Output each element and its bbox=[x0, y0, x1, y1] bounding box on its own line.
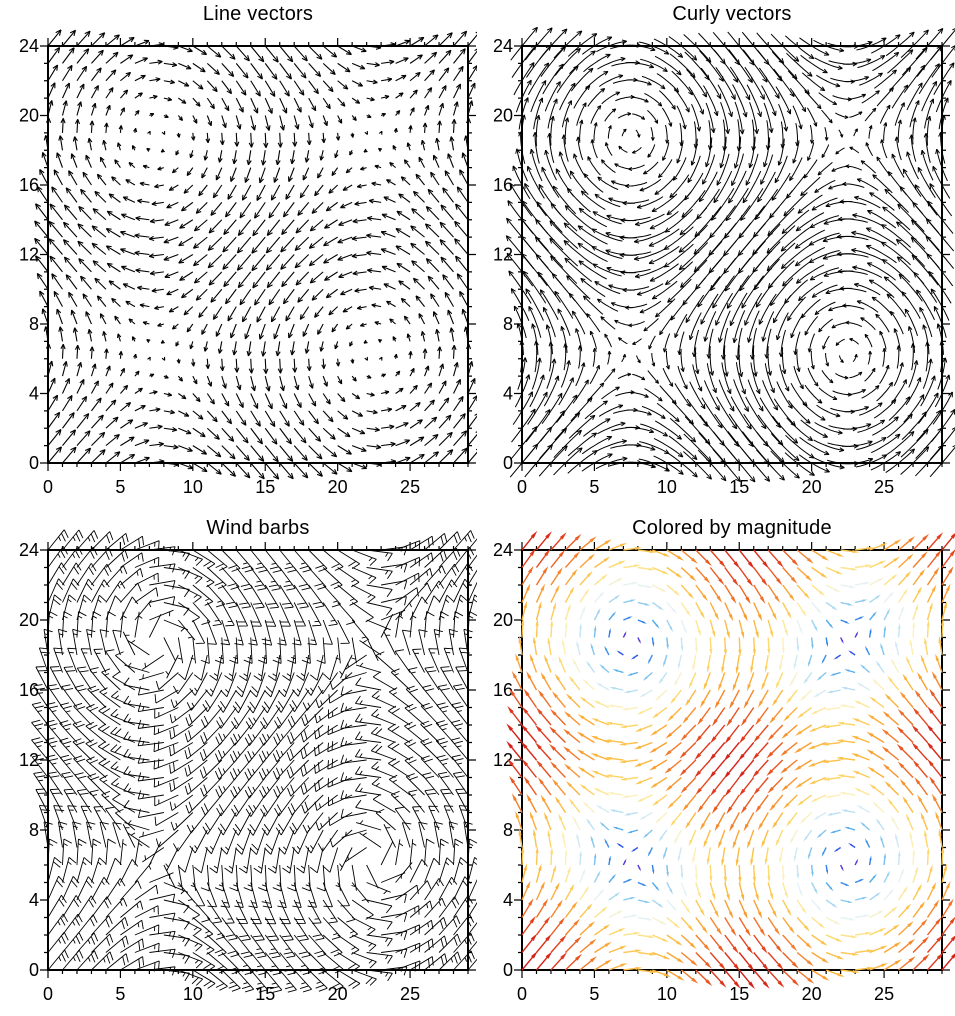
panel-line-vectors: Line vectors bbox=[0, 0, 477, 508]
colored-by-magnitude-canvas bbox=[477, 508, 955, 1016]
panel-wind-barbs: Wind barbs bbox=[0, 508, 477, 1016]
line-vectors-canvas bbox=[0, 0, 477, 508]
panel-title-wind-barbs: Wind barbs bbox=[206, 517, 310, 539]
wind-barbs-canvas bbox=[0, 508, 477, 1016]
curly-vectors-canvas bbox=[477, 0, 955, 508]
panel-colored-by-magnitude: Colored by magnitude bbox=[477, 508, 955, 1016]
panel-curly-vectors: Curly vectors bbox=[477, 0, 955, 508]
panel-title-colored-by-magnitude: Colored by magnitude bbox=[632, 517, 832, 539]
panel-title-line-vectors: Line vectors bbox=[202, 3, 314, 25]
panel-title-curly-vectors: Curly vectors bbox=[672, 3, 792, 25]
